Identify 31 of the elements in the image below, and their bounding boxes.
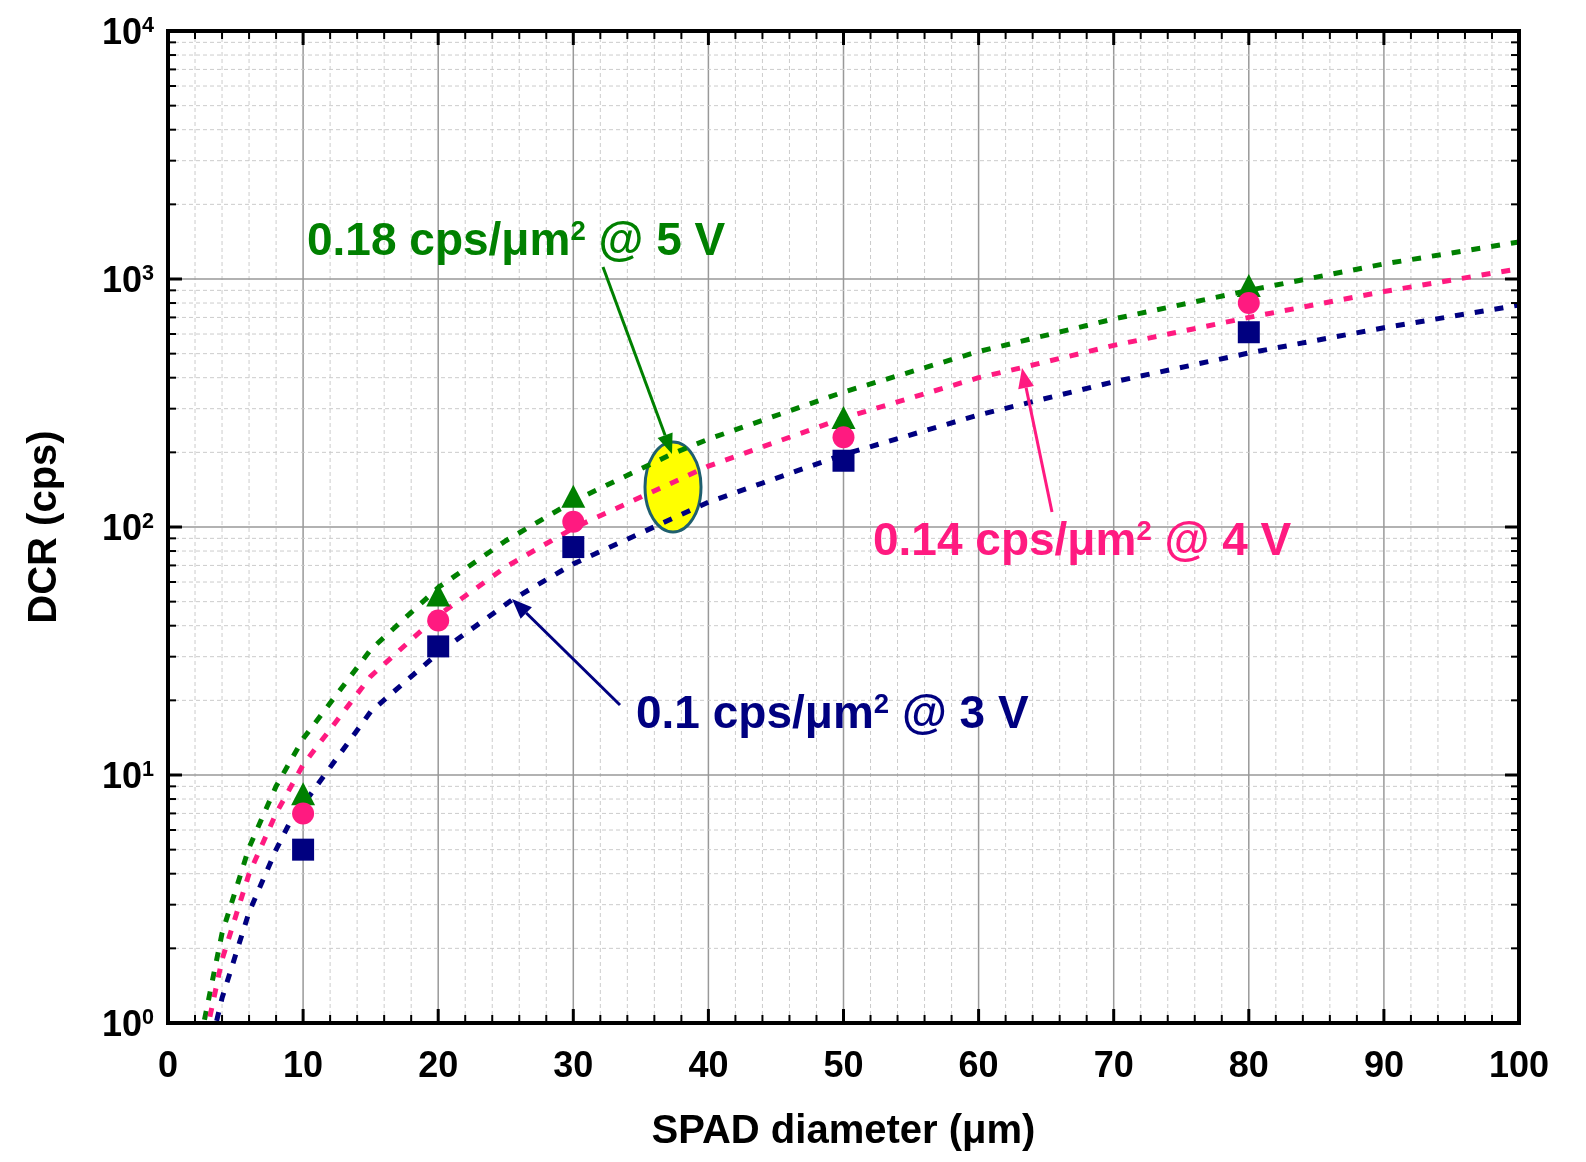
point bbox=[292, 802, 315, 825]
point bbox=[427, 609, 450, 632]
x-axis-title: SPAD diameter (μm) bbox=[651, 1107, 1036, 1151]
y-tick-label: 10$^{4}$ bbox=[101, 11, 154, 52]
point bbox=[1237, 292, 1260, 315]
annotation: 0.1 cps/μm$^{2}$ @ 3 V bbox=[636, 686, 1029, 738]
point bbox=[1237, 321, 1260, 344]
y-axis-title: DCR (cps) bbox=[20, 430, 64, 624]
x-tick-label: 90 bbox=[1363, 1044, 1404, 1085]
y-tick-label: 10$^{3}$ bbox=[101, 259, 154, 300]
point bbox=[832, 426, 855, 449]
annotation: 0.14 cps/μm$^{2}$ @ 4 V bbox=[873, 513, 1292, 565]
x-tick-label: 0 bbox=[157, 1044, 179, 1085]
point bbox=[562, 510, 585, 533]
point bbox=[832, 449, 855, 472]
x-tick-label: 50 bbox=[823, 1044, 864, 1085]
x-tick-label: 70 bbox=[1093, 1044, 1134, 1085]
x-tick-label: 40 bbox=[688, 1044, 729, 1085]
x-tick-label: 80 bbox=[1228, 1044, 1269, 1085]
point bbox=[562, 536, 585, 559]
y-tick-label: 10$^{0}$ bbox=[101, 1003, 154, 1044]
y-tick-label: 10$^{2}$ bbox=[101, 507, 154, 548]
point bbox=[292, 838, 315, 861]
point bbox=[427, 635, 450, 658]
x-tick-label: 10 bbox=[283, 1044, 324, 1085]
x-tick-label: 60 bbox=[958, 1044, 999, 1085]
x-tick-label: 100 bbox=[1488, 1044, 1550, 1085]
annotation: 0.18 cps/μm$^{2}$ @ 5 V bbox=[307, 213, 726, 265]
x-tick-label: 30 bbox=[553, 1044, 594, 1085]
x-tick-label: 20 bbox=[418, 1044, 459, 1085]
y-tick-label: 10$^{1}$ bbox=[101, 755, 154, 796]
